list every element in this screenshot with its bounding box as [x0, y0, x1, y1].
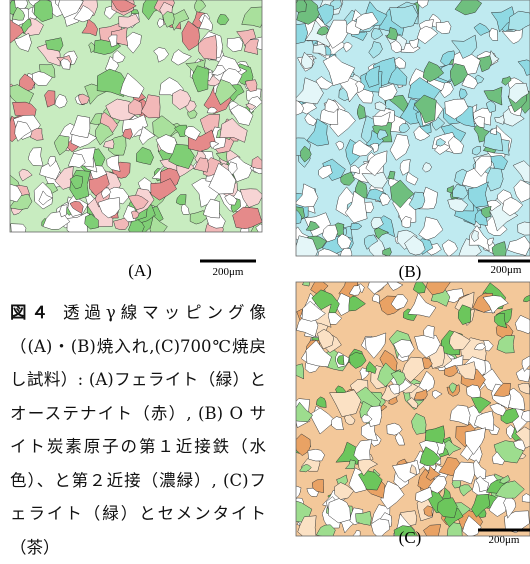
- map-b: [284, 0, 530, 267]
- region: [11, 224, 26, 239]
- region: [413, 279, 425, 293]
- scale-label: 200μm: [213, 266, 244, 278]
- figure-number: 図４: [10, 303, 53, 322]
- page: (A) 200μm (B) 200μm (C) 200μm 図４透過γ線マッピン…: [0, 0, 530, 547]
- map-c: [284, 268, 530, 544]
- region: [518, 222, 530, 235]
- panel-label: (C): [399, 528, 422, 547]
- panel-label: (A): [128, 261, 152, 280]
- region: [291, 24, 308, 44]
- scale-label: 200μm: [491, 264, 522, 276]
- scale-label: 200μm: [489, 534, 520, 546]
- region: [302, 276, 309, 286]
- caption-text: 透過γ線マッピング像（(A)・(B)焼入れ,(C)700℃焼戻し試料）: (A)…: [10, 303, 266, 557]
- region: [292, 0, 306, 12]
- caption: 図４透過γ線マッピング像（(A)・(B)焼入れ,(C)700℃焼戻し試料）: (…: [10, 296, 266, 564]
- panel-label: (B): [399, 262, 422, 281]
- map-a: [1, 0, 271, 241]
